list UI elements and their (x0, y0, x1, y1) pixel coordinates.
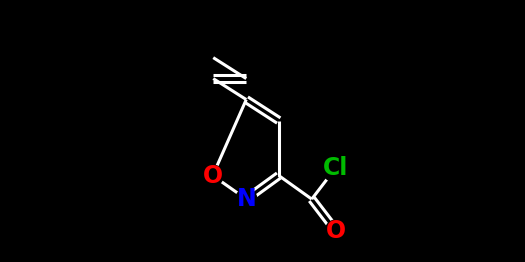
Text: O: O (326, 219, 346, 243)
Circle shape (236, 189, 257, 210)
Text: O: O (203, 163, 223, 188)
Circle shape (202, 165, 223, 186)
Circle shape (326, 220, 346, 241)
Text: Cl: Cl (323, 156, 349, 180)
Text: N: N (236, 187, 256, 211)
Circle shape (321, 153, 350, 182)
